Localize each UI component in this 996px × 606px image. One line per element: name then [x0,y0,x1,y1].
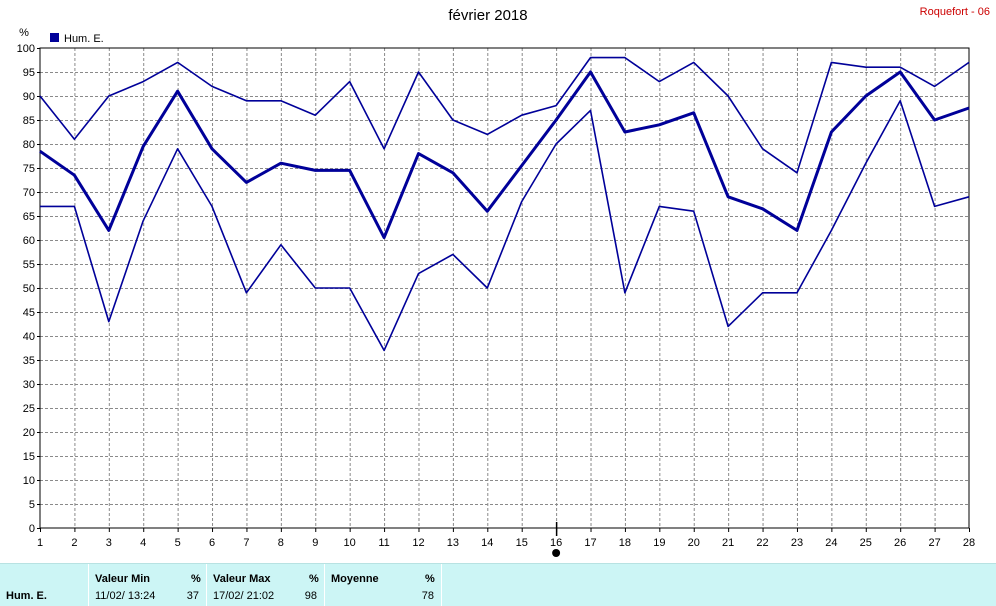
x-tick-label: 20 [688,537,700,549]
y-tick-label: 15 [23,451,35,463]
week-marker-icon [552,549,561,557]
min-date: 11/02/ 13:24 [95,590,156,602]
x-tick-label: 14 [481,537,493,549]
y-tick-label: 85 [23,115,35,127]
min-value-cell: Valeur Min % 11/02/ 13:24 37 [88,564,206,606]
x-tick-label: 2 [71,537,77,549]
x-tick-label: 28 [963,537,975,549]
x-tick-label: 26 [894,537,906,549]
x-tick-label: 9 [312,537,318,549]
statistics-bar: Hum. E. Valeur Min % 11/02/ 13:24 37 Val… [0,563,996,606]
max-unit: % [309,573,319,585]
station-name: Roquefort - 06 [920,6,990,18]
x-tick-label: 6 [209,537,215,549]
y-tick-label: 25 [23,403,35,415]
y-tick-label: 10 [23,475,35,487]
x-tick-label: 27 [928,537,940,549]
x-tick-label: 12 [412,537,424,549]
max-header: Valeur Max [213,573,271,585]
plot-frame [39,47,970,529]
x-tick-label: 16 [550,537,562,549]
y-tick-label: 50 [23,283,35,295]
x-tick-label: 18 [619,537,631,549]
x-tick-label: 3 [106,537,112,549]
x-tick-label: 25 [860,537,872,549]
y-tick-label: 0 [29,523,35,535]
y-tick-label: 60 [23,235,35,247]
max-date: 17/02/ 21:02 [213,590,275,602]
y-tick-label: 90 [23,91,35,103]
min-unit: % [191,573,201,585]
average-cell: Moyenne % 78 [324,564,442,606]
axes: 0510152025303540455055606570758085909510… [17,43,975,557]
x-tick-label: 5 [175,537,181,549]
max-value: 98 [304,590,317,602]
y-tick-label: 45 [23,307,35,319]
y-tick-label: 35 [23,355,35,367]
series-line-min [40,100,970,352]
x-tick-label: 19 [653,537,665,549]
x-tick-label: 7 [243,537,249,549]
x-tick-label: 13 [447,537,459,549]
max-value-cell: Valeur Max % 17/02/ 21:02 98 [206,564,324,606]
x-tick-label: 10 [344,537,356,549]
humidity-chart: février 2018 Roquefort - 06 % Hum. E. 0 5… [17,6,990,557]
y-tick-label: 55 [23,259,35,271]
y-tick-label: 95 [23,67,35,79]
y-tick-label: 40 [23,331,35,343]
average-header: Moyenne [331,573,379,585]
min-value: 37 [186,590,199,602]
y-tick-label: 30 [23,379,35,391]
series [39,56,970,352]
y-tick-label: 80 [23,139,35,151]
y-tick-label: 75 [23,163,35,175]
legend-label: Hum. E. [64,33,104,45]
x-tick-label: 8 [278,537,284,549]
y-tick-label: 65 [23,211,35,223]
chart-title: février 2018 [448,7,527,24]
x-tick-label: 15 [516,537,528,549]
x-tick-label: 22 [756,537,768,549]
y-tick-label: 20 [23,427,35,439]
series-line-max [39,56,970,174]
x-tick-label: 4 [140,537,146,549]
x-tick-label: 1 [37,537,43,549]
y-axis-unit: % [19,27,29,39]
min-header: Valeur Min [95,573,151,585]
legend-swatch [50,33,59,42]
series-line-avg [39,70,970,240]
stats-row-label: Hum. E. [6,590,47,602]
y-tick-label: 5 [29,499,35,511]
average-unit: % [425,573,435,585]
x-tick-label: 24 [825,537,837,549]
average-value: 78 [421,590,434,602]
y-tick-label: 100 [17,43,35,55]
x-tick-label: 11 [378,537,389,549]
x-tick-label: 21 [722,537,734,549]
y-tick-label: 70 [23,187,35,199]
x-tick-label: 17 [584,537,596,549]
x-tick-label: 23 [791,537,803,549]
grid [40,48,969,528]
